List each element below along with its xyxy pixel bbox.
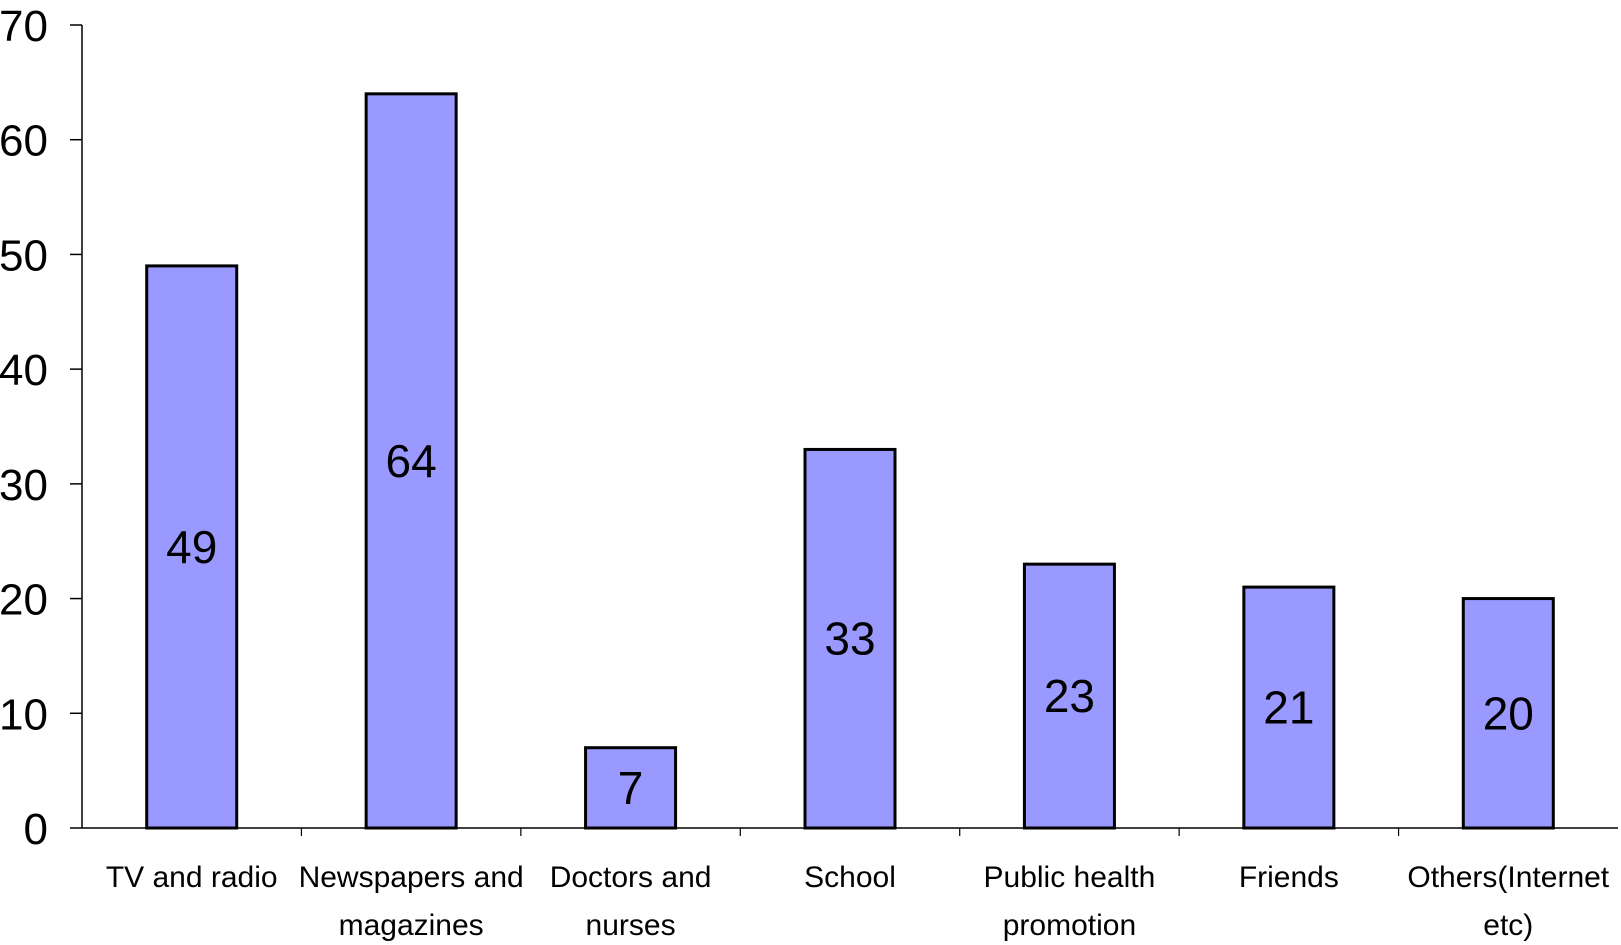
bar <box>1022 562 1116 830</box>
data-label: 33 <box>824 613 875 665</box>
x-tick-label: magazines <box>339 909 484 942</box>
data-label: 21 <box>1263 682 1314 734</box>
chart-bars <box>145 92 1555 830</box>
y-tick-label: 50 <box>0 231 48 280</box>
x-tick-label: TV and radio <box>106 861 278 894</box>
y-axis-ticks: 0 10 20 30 40 50 60 70 <box>0 2 1400 854</box>
x-tick-label: Newspapers and <box>299 861 524 894</box>
data-label: 64 <box>386 435 437 487</box>
x-tick-label: School <box>804 861 896 894</box>
y-tick-label: 70 <box>0 2 48 51</box>
x-tick-label: Friends <box>1239 861 1339 894</box>
data-label: 23 <box>1044 670 1095 722</box>
bar <box>1242 585 1336 830</box>
y-tick-label: 60 <box>0 117 48 166</box>
x-tick-label: etc) <box>1483 909 1533 942</box>
chart-labels: 49 TV and radio 64 Newspapers and magazines 7… <box>106 435 1610 942</box>
x-tick-label: Public health <box>984 861 1156 894</box>
y-tick-label: 20 <box>0 576 48 625</box>
bar <box>364 92 458 830</box>
y-tick-label: 0 <box>24 805 48 854</box>
x-tick-label: Others(Internet <box>1407 861 1609 894</box>
x-tick-label: nurses <box>586 909 676 942</box>
y-tick-label: 10 <box>0 690 48 739</box>
data-label: 7 <box>618 762 644 814</box>
bar <box>584 746 678 830</box>
x-tick-label: Doctors and <box>550 861 712 894</box>
bar <box>145 264 239 830</box>
data-label: 49 <box>166 521 217 573</box>
x-tick-label: promotion <box>1003 909 1136 942</box>
bar <box>803 447 897 830</box>
bar <box>1461 597 1555 830</box>
y-tick-label: 30 <box>0 461 48 510</box>
data-label: 20 <box>1483 687 1534 739</box>
y-tick-label: 40 <box>0 346 48 395</box>
